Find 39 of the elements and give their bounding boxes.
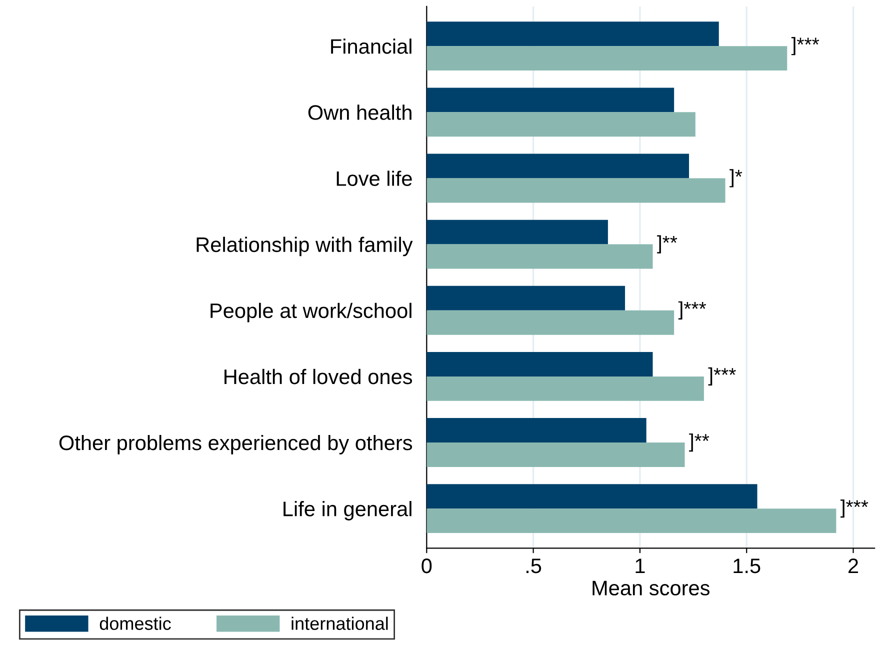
bar [426, 112, 696, 137]
bar [426, 352, 653, 376]
x-tick-label: .5 [526, 558, 542, 574]
bar [426, 484, 758, 509]
bar [426, 46, 788, 71]
bar [426, 418, 646, 443]
y-tick-label: Financial [331, 38, 412, 54]
bar [426, 508, 836, 534]
y-tick-label: Life in general [284, 501, 412, 520]
legend-label: international [292, 616, 388, 630]
bar [426, 376, 704, 401]
annotation: ]*** [791, 37, 820, 56]
y-tick-label: Love life [336, 170, 412, 186]
bar [426, 154, 690, 178]
x-tick-label: 1.5 [734, 558, 760, 574]
annotation: ]** [657, 235, 678, 254]
x-tick-label: 1 [636, 558, 645, 574]
bar [426, 220, 608, 244]
bar [426, 22, 719, 46]
annotation: ]** [689, 433, 710, 452]
x-axis-title: Mean scores [592, 580, 710, 596]
y-tick-label: Relationship with family [196, 236, 413, 256]
x-tick-label: 2 [848, 558, 858, 574]
bar [426, 178, 726, 203]
bar [426, 310, 674, 335]
annotation: ]*** [708, 367, 736, 386]
annotation: ]*** [840, 500, 868, 518]
y-tick-label: People at work/school [210, 302, 412, 322]
bar [426, 286, 626, 310]
annotation: ]* [730, 169, 742, 188]
y-tick-label: Own health [308, 104, 412, 120]
annotation: ]*** [678, 301, 706, 320]
y-tick-label: Health of loved ones [224, 368, 412, 384]
x-tick-label: 0 [422, 558, 432, 574]
y-tick-label: Other problems experienced by others [59, 434, 412, 454]
bar [426, 244, 653, 269]
bar [426, 88, 674, 112]
legend-label: domestic [100, 616, 171, 630]
bar [426, 442, 685, 467]
